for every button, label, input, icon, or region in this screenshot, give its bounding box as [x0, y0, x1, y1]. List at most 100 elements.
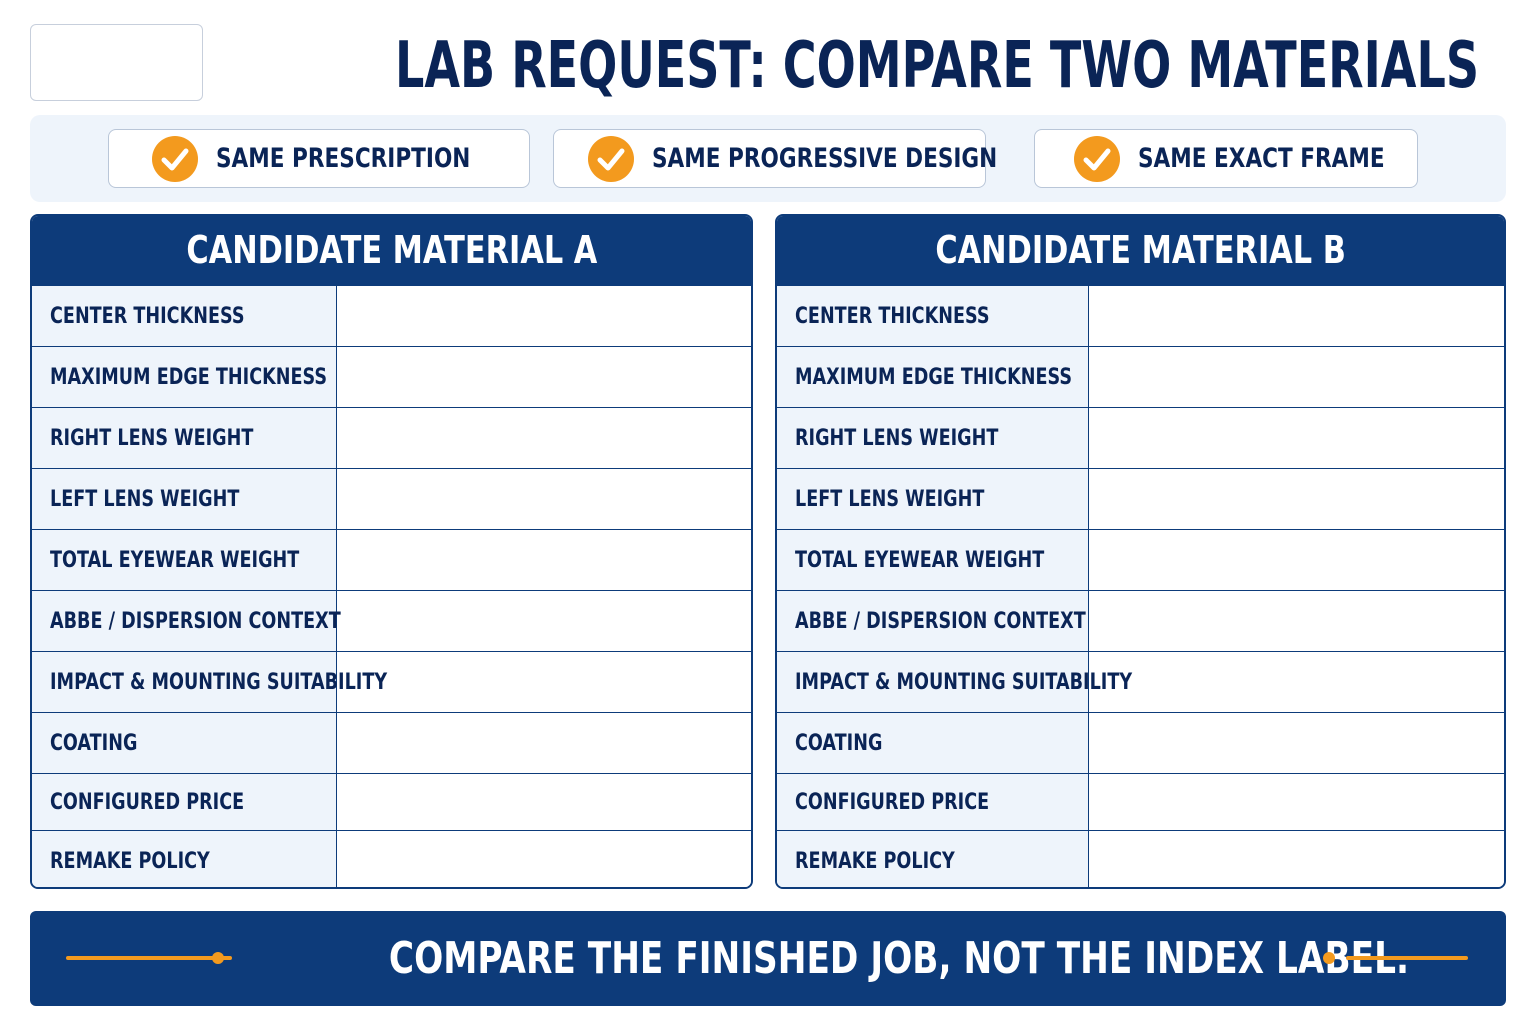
row-label: TOTAL EYEWEAR WEIGHT: [777, 530, 1089, 590]
table-row: RIGHT LENS WEIGHT: [32, 408, 751, 469]
row-label: ABBE / DISPERSION CONTEXT: [32, 591, 341, 651]
row-label: TOTAL EYEWEAR WEIGHT: [32, 530, 337, 590]
check-label: SAME PRESCRIPTION: [216, 143, 471, 174]
row-label: CENTER THICKNESS: [32, 286, 337, 346]
table-row: MAXIMUM EDGE THICKNESS: [777, 347, 1504, 408]
row-label-text: LEFT LENS WEIGHT: [795, 486, 985, 512]
logo-placeholder: [30, 24, 203, 101]
requirements-band: SAME PRESCRIPTION SAME PROGRESSIVE DESIG…: [30, 115, 1506, 202]
row-label: IMPACT & MOUNTING SUITABILITY: [777, 652, 1132, 712]
table-row: LEFT LENS WEIGHT: [777, 469, 1504, 530]
row-label: COATING: [777, 713, 1089, 773]
row-label: RIGHT LENS WEIGHT: [32, 408, 337, 468]
row-value-field[interactable]: [337, 831, 751, 887]
row-label-text: MAXIMUM EDGE THICKNESS: [50, 364, 328, 390]
table-row: REMAKE POLICY: [32, 831, 751, 887]
material-a-rows: CENTER THICKNESS MAXIMUM EDGE THICKNESS RI…: [32, 286, 751, 887]
row-label-text: COATING: [795, 730, 883, 756]
table-row: COATING: [777, 713, 1504, 774]
row-label-text: CENTER THICKNESS: [795, 303, 990, 329]
row-label-text: COATING: [50, 730, 138, 756]
table-row: TOTAL EYEWEAR WEIGHT: [777, 530, 1504, 591]
footer-message: COMPARE THE FINISHED JOB, NOT THE INDEX …: [388, 933, 1410, 984]
row-label-text: TOTAL EYEWEAR WEIGHT: [50, 547, 300, 573]
row-value-field[interactable]: [1089, 286, 1504, 346]
footer-right-dot: [1323, 952, 1335, 964]
row-label: CONFIGURED PRICE: [777, 774, 1089, 830]
row-value-field[interactable]: [1089, 774, 1504, 830]
row-label: LEFT LENS WEIGHT: [32, 469, 337, 529]
row-label: COATING: [32, 713, 337, 773]
row-label-text: CONFIGURED PRICE: [795, 789, 990, 815]
check-circle-icon: [152, 135, 198, 182]
page-title: LAB REQUEST: COMPARE TWO MATERIALS: [394, 29, 1480, 103]
row-label: CONFIGURED PRICE: [32, 774, 337, 830]
row-label: IMPACT & MOUNTING SUITABILITY: [32, 652, 387, 712]
material-a-header: CANDIDATE MATERIAL A: [32, 216, 751, 286]
row-value-field[interactable]: [1089, 347, 1504, 407]
row-value-field[interactable]: [337, 347, 751, 407]
table-row: ABBE / DISPERSION CONTEXT: [32, 591, 751, 652]
panel-title: CANDIDATE MATERIAL A: [186, 228, 597, 272]
check-same-prescription: SAME PRESCRIPTION: [108, 129, 530, 188]
row-value-field[interactable]: [1089, 469, 1504, 529]
row-label-text: LEFT LENS WEIGHT: [50, 486, 240, 512]
row-label-text: ABBE / DISPERSION CONTEXT: [795, 608, 1086, 634]
row-value-field[interactable]: [1089, 652, 1504, 712]
table-row: TOTAL EYEWEAR WEIGHT: [32, 530, 751, 591]
row-label: REMAKE POLICY: [777, 831, 1089, 887]
check-same-exact-frame: SAME EXACT FRAME: [1034, 129, 1418, 188]
row-value-field[interactable]: [337, 530, 751, 590]
table-row: REMAKE POLICY: [777, 831, 1504, 887]
row-label-text: CONFIGURED PRICE: [50, 789, 245, 815]
row-label-text: IMPACT & MOUNTING SUITABILITY: [50, 669, 388, 695]
row-value-field[interactable]: [337, 774, 751, 830]
check-circle-icon: [587, 135, 634, 182]
row-label-text: RIGHT LENS WEIGHT: [795, 425, 999, 451]
panel-title: CANDIDATE MATERIAL B: [935, 228, 1346, 272]
table-row: COATING: [32, 713, 751, 774]
check-label: SAME PROGRESSIVE DESIGN: [651, 143, 997, 174]
check-circle-icon: [1074, 135, 1120, 182]
row-value-field[interactable]: [1089, 530, 1504, 590]
row-value-field[interactable]: [337, 408, 751, 468]
row-label-text: REMAKE POLICY: [50, 849, 210, 874]
row-label-text: MAXIMUM EDGE THICKNESS: [795, 364, 1073, 390]
row-value-field[interactable]: [1089, 831, 1504, 887]
row-label: REMAKE POLICY: [32, 831, 337, 887]
row-value-field[interactable]: [337, 469, 751, 529]
row-value-field[interactable]: [1089, 713, 1504, 773]
row-label: MAXIMUM EDGE THICKNESS: [777, 347, 1089, 407]
row-label: RIGHT LENS WEIGHT: [777, 408, 1089, 468]
row-value-field[interactable]: [1089, 591, 1504, 651]
row-label-text: TOTAL EYEWEAR WEIGHT: [795, 547, 1045, 573]
row-value-field[interactable]: [337, 652, 751, 712]
table-row: IMPACT & MOUNTING SUITABILITY: [777, 652, 1504, 713]
material-b-rows: CENTER THICKNESS MAXIMUM EDGE THICKNESS RI…: [777, 286, 1504, 887]
footer-right-line: [1346, 956, 1468, 960]
row-label-text: ABBE / DISPERSION CONTEXT: [50, 608, 341, 634]
material-a-panel: CANDIDATE MATERIAL A CENTER THICKNESS MAX…: [30, 214, 753, 889]
row-value-field[interactable]: [337, 286, 751, 346]
row-label: MAXIMUM EDGE THICKNESS: [32, 347, 337, 407]
table-row: MAXIMUM EDGE THICKNESS: [32, 347, 751, 408]
row-value-field[interactable]: [1089, 408, 1504, 468]
row-label: CENTER THICKNESS: [777, 286, 1089, 346]
row-label: ABBE / DISPERSION CONTEXT: [777, 591, 1089, 651]
table-row: IMPACT & MOUNTING SUITABILITY: [32, 652, 751, 713]
row-label-text: REMAKE POLICY: [795, 849, 955, 874]
table-row: ABBE / DISPERSION CONTEXT: [777, 591, 1504, 652]
row-value-field[interactable]: [337, 591, 751, 651]
row-label-text: CENTER THICKNESS: [50, 303, 245, 329]
row-label-text: RIGHT LENS WEIGHT: [50, 425, 254, 451]
check-label: SAME EXACT FRAME: [1138, 143, 1385, 174]
table-row: CONFIGURED PRICE: [32, 774, 751, 831]
material-b-header: CANDIDATE MATERIAL B: [777, 216, 1504, 286]
table-row: CENTER THICKNESS: [777, 286, 1504, 347]
table-row: RIGHT LENS WEIGHT: [777, 408, 1504, 469]
check-same-progressive-design: SAME PROGRESSIVE DESIGN: [553, 129, 997, 188]
row-value-field[interactable]: [337, 713, 751, 773]
row-label: LEFT LENS WEIGHT: [777, 469, 1089, 529]
footer-banner: COMPARE THE FINISHED JOB, NOT THE INDEX …: [30, 911, 1506, 1006]
